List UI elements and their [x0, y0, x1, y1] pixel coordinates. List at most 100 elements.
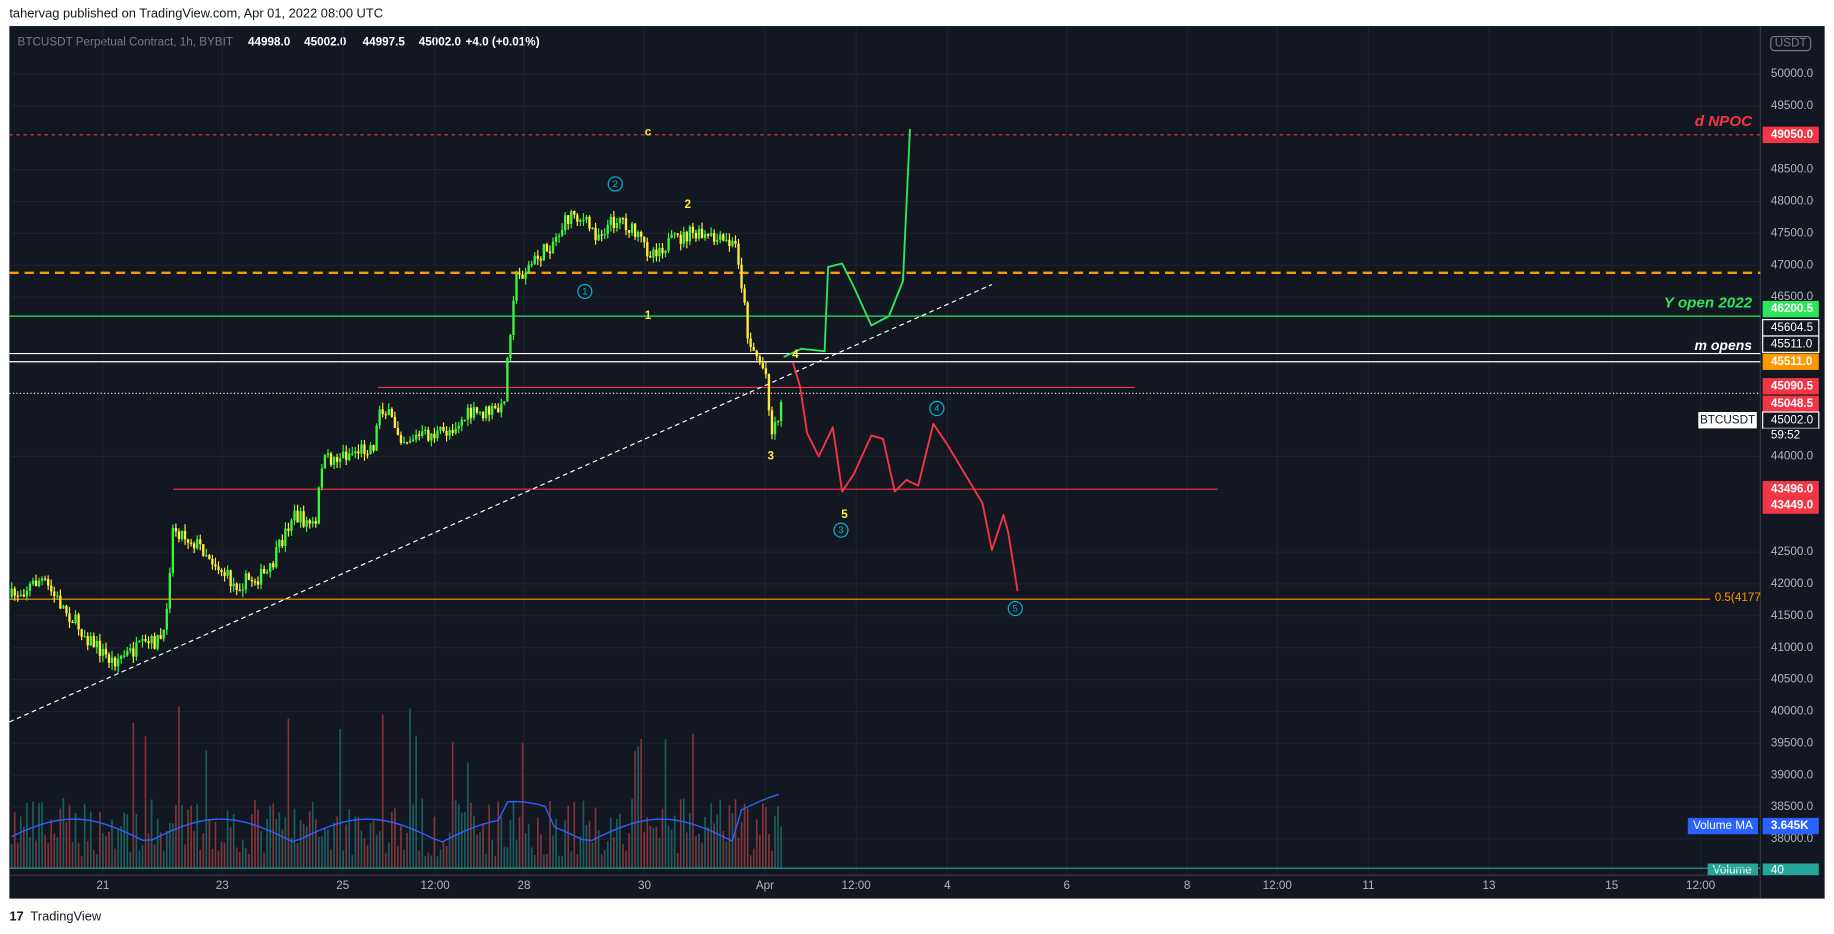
- candle-body: [80, 629, 83, 637]
- candle-body: [713, 233, 716, 242]
- candle-body: [211, 558, 214, 565]
- candle-body: [387, 409, 390, 415]
- volume-bar: [305, 826, 308, 869]
- volume-bar: [737, 837, 740, 869]
- volume-bar: [120, 825, 122, 869]
- candle-body: [16, 595, 19, 597]
- volume-bar: [685, 832, 688, 869]
- chart-pane: [9, 26, 1825, 899]
- volume-bar: [375, 834, 378, 869]
- volume-bar: [576, 854, 579, 869]
- volume-bar: [701, 842, 703, 869]
- countdown-box: [1762, 428, 1819, 443]
- volume-bar: [345, 824, 348, 869]
- candle-body: [305, 520, 308, 527]
- time-tick: 23: [216, 879, 229, 892]
- volume-bar: [485, 853, 487, 869]
- candle-body: [241, 589, 244, 591]
- volume-bar: [354, 816, 357, 869]
- candle-body: [564, 215, 567, 231]
- candle-body: [399, 434, 403, 443]
- volume-bar: [549, 801, 551, 869]
- volume-bar: [494, 856, 497, 869]
- wave-label: 4: [792, 348, 799, 361]
- price-tick: 48500.0: [1771, 163, 1814, 176]
- volume-bar: [333, 822, 335, 869]
- currency: USDT: [1775, 37, 1807, 50]
- price-tick: 44000.0: [1771, 450, 1814, 463]
- candle-body: [375, 425, 378, 451]
- volume-bar: [643, 831, 646, 869]
- candle-body: [132, 648, 135, 657]
- volume-bar: [609, 817, 612, 869]
- volume-bar: [159, 832, 162, 869]
- volume-bar: [634, 750, 636, 869]
- volume-bar: [725, 841, 728, 869]
- price-tick: 47000.0: [1771, 258, 1814, 271]
- volume-name: Volume: [1713, 864, 1752, 877]
- volume-bar: [296, 842, 299, 869]
- volume-ma-name: Volume MA: [1693, 819, 1753, 832]
- volume-bar: [774, 815, 776, 869]
- volume-bar: [713, 823, 716, 869]
- price-label-box: [1762, 378, 1819, 395]
- volume-bar: [314, 819, 317, 869]
- candle-body: [83, 636, 86, 638]
- time-tick: 8: [1184, 879, 1191, 892]
- volume-bar: [570, 851, 573, 869]
- volume-bar: [622, 843, 624, 869]
- candle-body: [411, 439, 415, 441]
- candle-body: [706, 234, 710, 236]
- volume-bar: [758, 834, 761, 869]
- candle-body: [317, 487, 321, 524]
- volume-bar: [640, 738, 643, 869]
- candle-body: [43, 578, 47, 580]
- volume-ma-box: [1687, 817, 1758, 835]
- volume-bar: [220, 841, 223, 869]
- volume-bar: [397, 845, 399, 869]
- candle-body: [761, 362, 765, 369]
- candle-body: [755, 350, 758, 357]
- volume-bar: [138, 850, 141, 869]
- time-tick: 12:00: [842, 879, 872, 892]
- volume-bar: [150, 799, 153, 869]
- candle-body: [335, 457, 339, 462]
- volume-bar: [625, 850, 627, 869]
- volume-bar: [342, 850, 344, 869]
- volume-ma-value: 3.645K: [1771, 819, 1809, 832]
- candle-body: [655, 249, 658, 257]
- candle-body: [603, 233, 606, 236]
- price-label: 45511.0: [1771, 355, 1813, 368]
- volume-bar: [241, 840, 244, 869]
- ticker-box: [1698, 412, 1757, 429]
- candle-body: [98, 640, 102, 656]
- candle-body: [746, 302, 749, 339]
- volume-bar: [433, 816, 436, 869]
- time-tick: 12:00: [1263, 879, 1293, 892]
- price-tick: 40000.0: [1771, 705, 1814, 718]
- candle-body: [314, 521, 317, 524]
- volume-bar: [165, 830, 168, 869]
- volume-bar: [439, 849, 442, 869]
- volume-bar: [619, 813, 621, 869]
- volume-bar: [673, 815, 676, 869]
- price-tick: 46500.0: [1771, 290, 1814, 303]
- volume-bar: [196, 803, 199, 869]
- candle-body: [609, 216, 612, 225]
- candle-body: [174, 527, 178, 532]
- volume-bar: [716, 814, 719, 869]
- volume-bar: [29, 837, 31, 869]
- volume-bar: [655, 826, 658, 869]
- volume-bar: [430, 855, 433, 869]
- candle-body: [661, 247, 664, 254]
- volume-bar: [287, 718, 290, 869]
- candle-body: [591, 227, 594, 230]
- candle-body: [539, 258, 543, 261]
- volume-bar: [424, 855, 427, 869]
- candle-body: [281, 540, 284, 546]
- candle-body: [512, 300, 515, 336]
- volume-bar: [111, 819, 113, 869]
- candle-body: [192, 543, 196, 549]
- candle-body: [71, 621, 74, 624]
- time-tick: 4: [944, 879, 951, 892]
